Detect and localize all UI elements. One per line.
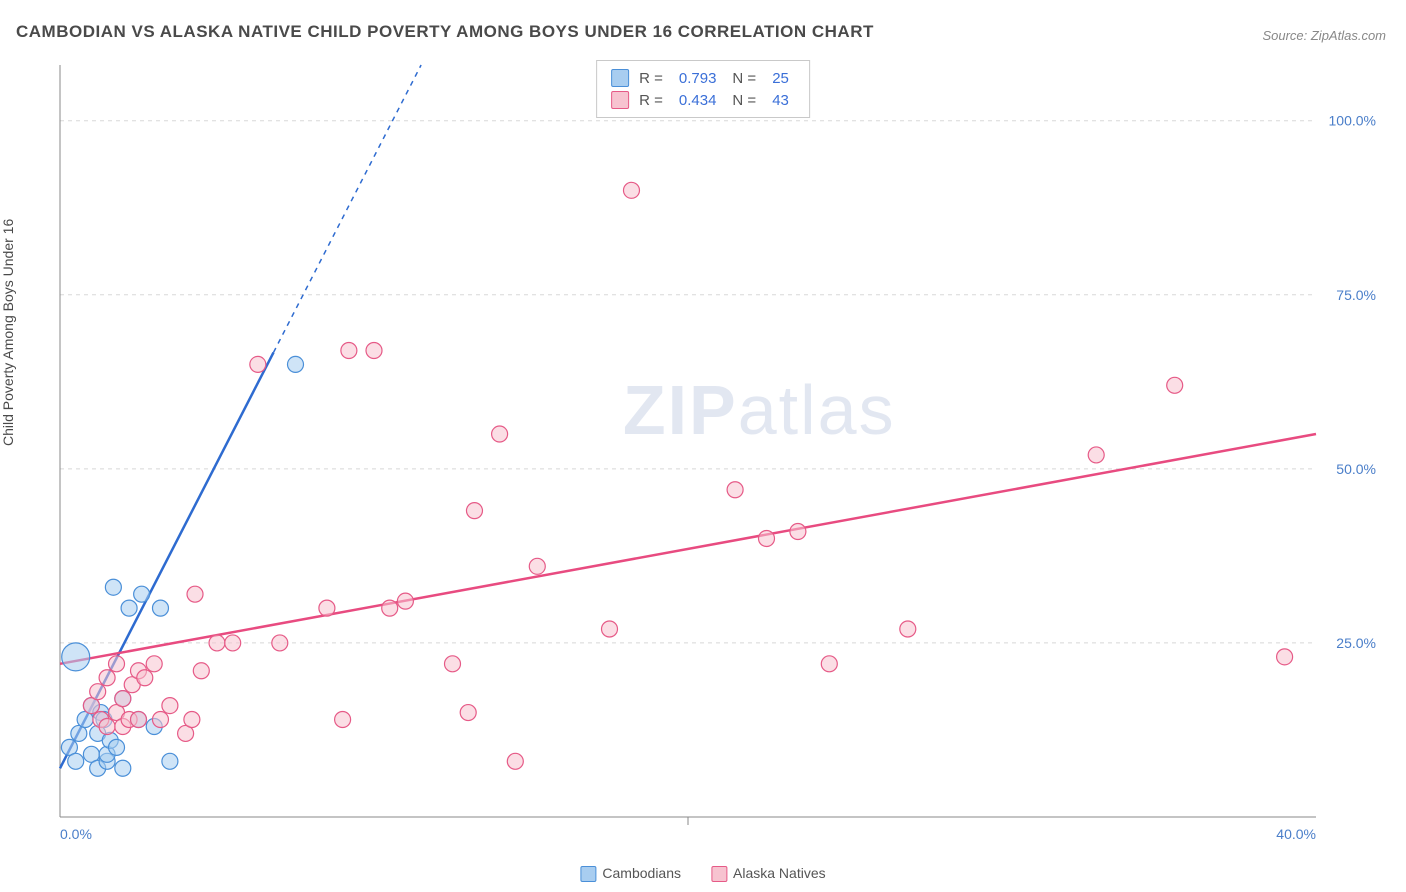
- legend-label: Alaska Natives: [733, 865, 826, 881]
- data-point: [90, 684, 106, 700]
- data-point: [225, 635, 241, 651]
- data-point: [105, 579, 121, 595]
- data-point: [507, 753, 523, 769]
- data-point: [1088, 447, 1104, 463]
- data-point: [121, 600, 137, 616]
- data-point: [134, 586, 150, 602]
- data-point: [288, 356, 304, 372]
- stat-n-label: N =: [732, 92, 756, 109]
- data-point: [341, 342, 357, 358]
- data-point: [115, 691, 131, 707]
- stat-r-value: 0.793: [673, 70, 723, 87]
- source-attribution: Source: ZipAtlas.com: [1262, 28, 1386, 43]
- data-point: [131, 712, 147, 728]
- data-point: [68, 753, 84, 769]
- stat-r-value: 0.434: [673, 92, 723, 109]
- data-point: [99, 718, 115, 734]
- data-point: [335, 712, 351, 728]
- legend-item: Cambodians: [580, 865, 681, 882]
- data-point: [623, 182, 639, 198]
- y-tick-label: 100.0%: [1329, 113, 1376, 129]
- data-point: [821, 656, 837, 672]
- data-point: [184, 712, 200, 728]
- data-point: [492, 426, 508, 442]
- data-point: [152, 600, 168, 616]
- data-point: [1167, 377, 1183, 393]
- data-point: [272, 635, 288, 651]
- data-point: [152, 712, 168, 728]
- data-point: [162, 698, 178, 714]
- trend-line-dashed: [274, 65, 422, 352]
- legend-label: Cambodians: [602, 865, 681, 881]
- data-point: [193, 663, 209, 679]
- chart-area: 0.0% 40.0% 25.0% 50.0% 75.0% 100.0%: [50, 55, 1386, 847]
- legend-swatch: [611, 91, 629, 109]
- legend-swatch: [611, 69, 629, 87]
- data-point: [109, 656, 125, 672]
- y-tick-label: 50.0%: [1336, 461, 1376, 477]
- data-point: [529, 558, 545, 574]
- data-point: [250, 356, 266, 372]
- data-point: [109, 739, 125, 755]
- chart-title: CAMBODIAN VS ALASKA NATIVE CHILD POVERTY…: [16, 22, 874, 42]
- legend-swatch: [711, 866, 727, 882]
- data-point: [137, 670, 153, 686]
- data-point: [466, 503, 482, 519]
- stat-r-label: R =: [639, 92, 663, 109]
- y-axis-label: Child Poverty Among Boys Under 16: [0, 219, 16, 446]
- legend: Cambodians Alaska Natives: [580, 865, 825, 882]
- data-point: [759, 530, 775, 546]
- data-point: [62, 643, 90, 671]
- data-point: [187, 586, 203, 602]
- data-point: [602, 621, 618, 637]
- x-tick-label: 0.0%: [60, 826, 92, 842]
- stat-n-label: N =: [732, 70, 756, 87]
- data-point: [366, 342, 382, 358]
- data-point: [115, 760, 131, 776]
- data-point: [382, 600, 398, 616]
- stats-row: R = 0.793 N = 25: [611, 67, 795, 89]
- stats-row: R = 0.434 N = 43: [611, 89, 795, 111]
- stat-r-label: R =: [639, 70, 663, 87]
- legend-swatch: [580, 866, 596, 882]
- scatter-plot-svg: 0.0% 40.0% 25.0% 50.0% 75.0% 100.0%: [50, 55, 1386, 847]
- data-point: [790, 524, 806, 540]
- x-tick-label: 40.0%: [1276, 826, 1316, 842]
- legend-item: Alaska Natives: [711, 865, 826, 882]
- y-tick-label: 25.0%: [1336, 635, 1376, 651]
- data-point: [460, 705, 476, 721]
- data-point: [146, 656, 162, 672]
- stat-n-value: 25: [766, 70, 795, 87]
- data-point: [445, 656, 461, 672]
- y-tick-label: 75.0%: [1336, 287, 1376, 303]
- data-point: [162, 753, 178, 769]
- stat-n-value: 43: [766, 92, 795, 109]
- data-point: [99, 670, 115, 686]
- data-point: [900, 621, 916, 637]
- correlation-stats-box: R = 0.793 N = 25 R = 0.434 N = 43: [596, 60, 810, 118]
- data-point: [209, 635, 225, 651]
- data-point: [319, 600, 335, 616]
- data-point: [1277, 649, 1293, 665]
- data-point: [397, 593, 413, 609]
- data-point: [727, 482, 743, 498]
